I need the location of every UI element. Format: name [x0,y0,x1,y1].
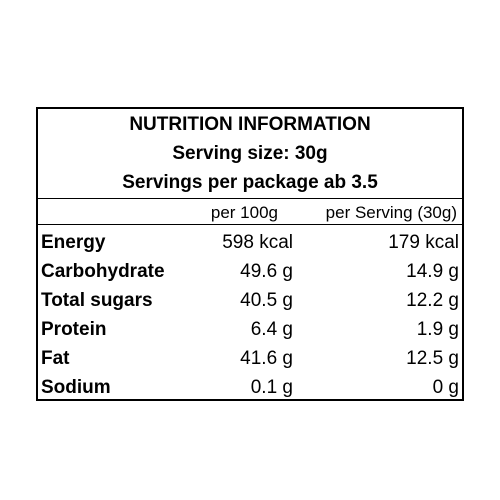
value-per-serving: 179 kcal [388,232,459,253]
value-per-100g: 49.6 g [240,261,293,282]
nutrient-row-sodium: Sodium 0.1 g 0 g [38,373,462,402]
value-per-100g: 41.6 g [240,348,293,369]
nutrient-row-energy: Energy 598 kcal 179 kcal [38,228,462,257]
nutrient-row-fat: Fat 41.6 g 12.5 g [38,344,462,373]
servings-per-package: Servings per package ab 3.5 [122,172,378,193]
nutrient-name: Protein [41,319,107,340]
column-headers: per 100g per Serving (30g) [38,199,462,225]
nutrient-rows: Energy 598 kcal 179 kcal Carbohydrate 49… [38,228,462,402]
nutrition-panel: NUTRITION INFORMATION Serving size: 30g … [36,107,464,401]
nutrient-name: Sodium [41,377,111,398]
nutrient-name: Energy [41,232,106,253]
nutrient-row-carbohydrate: Carbohydrate 49.6 g 14.9 g [38,257,462,286]
value-per-100g: 40.5 g [240,290,293,311]
nutrition-header: NUTRITION INFORMATION Serving size: 30g … [38,109,462,199]
value-per-serving: 12.5 g [406,348,459,369]
value-per-serving: 14.9 g [406,261,459,282]
nutrient-name: Total sugars [41,290,153,311]
serving-size: Serving size: 30g [172,143,328,164]
nutrient-row-protein: Protein 6.4 g 1.9 g [38,315,462,344]
value-per-100g: 0.1 g [250,377,293,398]
value-per-serving: 12.2 g [406,290,459,311]
nutrient-row-total-sugars: Total sugars 40.5 g 12.2 g [38,286,462,315]
value-per-100g: 598 kcal [222,232,293,253]
value-per-100g: 6.4 g [250,319,293,340]
value-per-serving: 0 g [432,377,459,398]
column-header-per-serving: per Serving (30g) [325,203,457,222]
value-per-serving: 1.9 g [416,319,459,340]
nutrition-title: NUTRITION INFORMATION [129,114,371,135]
column-header-per-100g: per 100g [210,203,278,222]
nutrient-name: Fat [41,348,70,369]
nutrient-name: Carbohydrate [41,261,165,282]
